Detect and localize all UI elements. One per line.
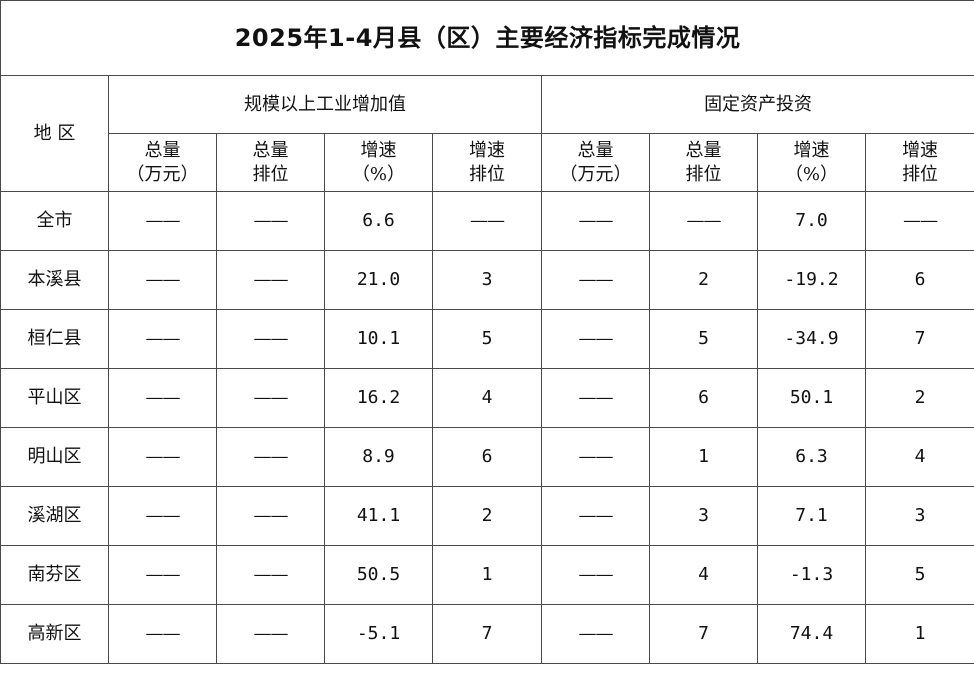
table-cell: —— (432, 191, 542, 251)
region-cell: 平山区 (0, 368, 109, 428)
column-header: 增速 排位 (864, 133, 974, 192)
table-cell: -1.3 (757, 545, 866, 605)
table-row: 全市 —— —— 6.6 —— —— —— 7.0 —— (0, 191, 974, 251)
table-cell: 7.0 (757, 191, 866, 251)
table-cell: —— (216, 250, 325, 310)
table-cell: 2 (432, 486, 542, 546)
table-row: 桓仁县 —— —— 10.1 5 —— 5 -34.9 7 (0, 309, 974, 369)
table-cell: —— (649, 191, 758, 251)
region-cell: 桓仁县 (0, 309, 109, 369)
table-cell: —— (864, 191, 974, 251)
region-cell: 全市 (0, 191, 109, 251)
table-cell: 7.1 (757, 486, 866, 546)
table-cell: 41.1 (324, 486, 433, 546)
table-cell: 4 (649, 545, 758, 605)
table-cell: 3 (432, 250, 542, 310)
table-cell: —— (216, 604, 325, 664)
table-cell: —— (108, 309, 217, 369)
table-cell: —— (541, 604, 650, 664)
table-cell: —— (108, 250, 217, 310)
region-cell: 南芬区 (0, 545, 109, 605)
table-cell: 5 (864, 545, 974, 605)
table-cell: —— (541, 427, 650, 487)
table-cell: 4 (864, 427, 974, 487)
table-row: 高新区 —— —— -5.1 7 —— 7 74.4 1 (0, 604, 974, 664)
column-header: 增速 （%） (757, 133, 866, 192)
table-row: 本溪县 —— —— 21.0 3 —— 2 -19.2 6 (0, 250, 974, 310)
table-cell: 16.2 (324, 368, 433, 428)
table-cell: —— (108, 191, 217, 251)
table-cell: —— (216, 427, 325, 487)
table-cell: 8.9 (324, 427, 433, 487)
table-cell: 50.1 (757, 368, 866, 428)
table-cell: 74.4 (757, 604, 866, 664)
table-cell: 2 (649, 250, 758, 310)
table-cell: 10.1 (324, 309, 433, 369)
table-cell: 7 (649, 604, 758, 664)
table-cell: —— (541, 309, 650, 369)
table-cell: 7 (864, 309, 974, 369)
table-cell: —— (541, 368, 650, 428)
table-row: 平山区 —— —— 16.2 4 —— 6 50.1 2 (0, 368, 974, 428)
table-cell: —— (108, 427, 217, 487)
table-cell: —— (541, 545, 650, 605)
table-cell: —— (108, 486, 217, 546)
table-cell: -5.1 (324, 604, 433, 664)
table-cell: 6 (864, 250, 974, 310)
table-title: 2025年1-4月县（区）主要经济指标完成情况 (0, 0, 974, 76)
table-cell: 2 (864, 368, 974, 428)
table-cell: —— (108, 545, 217, 605)
table-cell: —— (216, 309, 325, 369)
table-cell: 4 (432, 368, 542, 428)
table-cell: 50.5 (324, 545, 433, 605)
region-header: 地 区 (0, 75, 109, 192)
table-cell: 1 (432, 545, 542, 605)
column-header: 增速 排位 (432, 133, 542, 192)
table-cell: —— (108, 368, 217, 428)
region-cell: 高新区 (0, 604, 109, 664)
table-cell: —— (541, 250, 650, 310)
table-cell: —— (216, 368, 325, 428)
industry-group-header: 规模以上工业增加值 (108, 75, 542, 134)
table-cell: 5 (432, 309, 542, 369)
table-cell: 1 (649, 427, 758, 487)
column-header: 总量 排位 (216, 133, 325, 192)
table-cell: —— (216, 486, 325, 546)
table-row: 溪湖区 —— —— 41.1 2 —— 3 7.1 3 (0, 486, 974, 546)
table-cell: 6.6 (324, 191, 433, 251)
table-cell: 6 (432, 427, 542, 487)
column-header: 增速 （%） (324, 133, 433, 192)
table-cell: —— (216, 191, 325, 251)
investment-group-header: 固定资产投资 (540, 75, 974, 134)
table-cell: -34.9 (757, 309, 866, 369)
table-cell: 1 (864, 604, 974, 664)
region-cell: 溪湖区 (0, 486, 109, 546)
column-header: 总量 （万元） (108, 133, 217, 192)
table-cell: —— (216, 545, 325, 605)
group-header-row: 地 区 规模以上工业增加值 固定资产投资 (0, 75, 974, 192)
column-header: 总量 （万元） (541, 133, 650, 192)
table-row: 明山区 —— —— 8.9 6 —— 1 6.3 4 (0, 427, 974, 487)
table-cell: —— (541, 191, 650, 251)
column-header: 总量 排位 (649, 133, 758, 192)
table-row: 南芬区 —— —— 50.5 1 —— 4 -1.3 5 (0, 545, 974, 605)
table-cell: 3 (864, 486, 974, 546)
table-cell: 6.3 (757, 427, 866, 487)
table-cell: -19.2 (757, 250, 866, 310)
table-cell: 6 (649, 368, 758, 428)
table-cell: 7 (432, 604, 542, 664)
region-cell: 本溪县 (0, 250, 109, 310)
table-cell: 5 (649, 309, 758, 369)
table-cell: 21.0 (324, 250, 433, 310)
region-cell: 明山区 (0, 427, 109, 487)
sub-header-row: 总量 （万元） 总量 排位 增速 （%） 增速 排位 总量 （万元） 总量 排位 增速 （%）… (1, 133, 974, 192)
table-cell: 3 (649, 486, 758, 546)
table-cell: —— (541, 486, 650, 546)
table-cell: —— (108, 604, 217, 664)
